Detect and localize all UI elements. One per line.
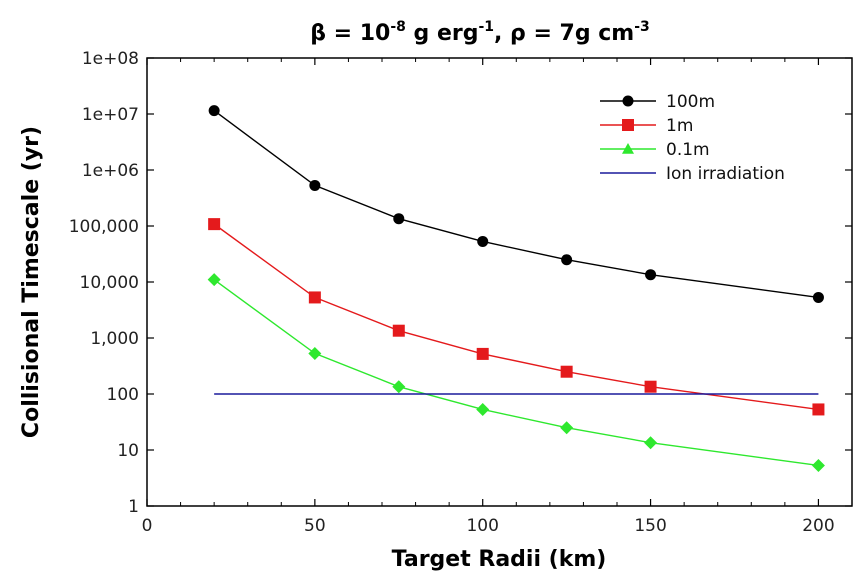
plot-area-frame <box>146 57 853 507</box>
x-tick-label: 150 <box>634 516 666 536</box>
data-point-100m <box>645 269 657 281</box>
title-part-a-sup: -8 <box>390 19 406 35</box>
data-point-1m <box>208 218 221 231</box>
data-point-1m <box>644 380 657 393</box>
legend-marker-100m <box>622 95 634 107</box>
data-point-1m <box>476 347 489 360</box>
data-point-100m <box>561 254 573 266</box>
data-point-0-1m <box>560 421 574 435</box>
title-part-a: β = 10 <box>310 21 390 46</box>
x-tick-label: 100 <box>466 516 498 536</box>
legend-label-100m: 100m <box>666 92 715 112</box>
data-point-0-1m <box>811 458 825 472</box>
data-point-1m <box>560 365 573 378</box>
y-tick-label: 100 <box>107 385 139 405</box>
series-layer <box>207 105 825 472</box>
legend: 100m 1m 0.1m Ion irradiation <box>600 92 785 184</box>
y-tick-label: 100,000 <box>69 217 139 237</box>
data-point-100m <box>477 235 489 247</box>
data-point-0-1m <box>392 380 406 394</box>
data-point-1m <box>392 324 405 337</box>
data-point-1m <box>812 403 825 416</box>
data-point-0-1m <box>476 402 490 416</box>
series-line-0-1m <box>213 279 819 467</box>
y-tick-label: 1,000 <box>90 329 139 349</box>
data-point-100m <box>309 179 321 191</box>
legend-marker-1m <box>622 119 634 131</box>
y-tick-label: 10 <box>117 441 139 461</box>
y-tick-label: 1e+08 <box>82 49 139 69</box>
y-tick-label: 10,000 <box>80 273 139 293</box>
y-tick-label: 1e+06 <box>82 161 139 181</box>
y-tick-label: 1 <box>128 497 139 517</box>
data-point-100m <box>208 105 220 117</box>
data-point-0-1m <box>207 273 221 287</box>
legend-label-1m: 1m <box>666 116 693 136</box>
y-tick-label: 1e+07 <box>82 105 139 125</box>
x-tick-label: 0 <box>142 516 153 536</box>
y-axis-label: Collisional Timescale (yr) <box>19 126 44 438</box>
legend-label-ion-irradiation: Ion irradiation <box>666 164 785 184</box>
legend-marker-0-1m <box>622 143 634 154</box>
data-point-100m <box>393 213 405 225</box>
legend-label-0-1m: 0.1m <box>666 140 710 160</box>
x-axis-label: Target Radii (km) <box>392 547 607 572</box>
data-point-0-1m <box>308 346 322 360</box>
data-point-0-1m <box>644 436 658 450</box>
data-point-100m <box>812 291 824 303</box>
title-part-c-sup: -3 <box>634 19 650 35</box>
x-tick-label: 200 <box>802 516 834 536</box>
series-line-1m <box>213 223 819 411</box>
title-part-b-sup: -1 <box>478 19 494 35</box>
title-part-b: g erg <box>406 21 479 46</box>
data-point-1m <box>308 291 321 304</box>
series-line-100m <box>213 110 819 299</box>
axis-ticks: 0 50 100 150 200 1 10 100 1,000 10,000 100,000 1e+0… <box>69 49 852 536</box>
title-part-c: , ρ = 7g cm <box>494 21 634 46</box>
chart-title: β = 10-8 g erg-1, ρ = 7g cm-3 <box>310 19 650 46</box>
x-tick-label: 50 <box>304 516 326 536</box>
